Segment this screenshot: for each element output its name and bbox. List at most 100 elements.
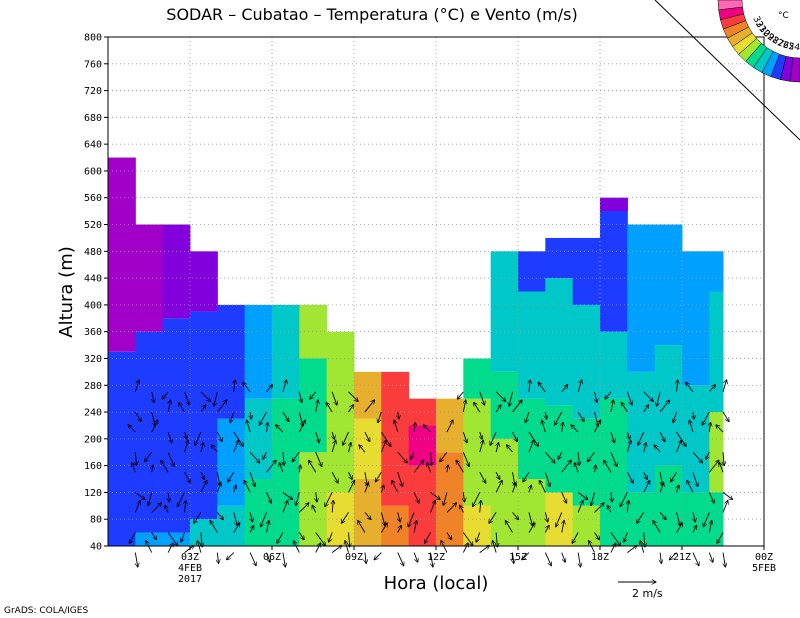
wind-arrow-57 [234,485,236,493]
temp-cell-15-0 [518,479,546,546]
wind-arrow-162 [431,452,432,465]
wind-arrow-123 [343,431,349,445]
y-tick-label-15: 640 [84,140,102,151]
wind-arrow-147 [397,451,408,463]
wind-arrow-205 [512,400,523,413]
wind-arrow-302 [692,451,703,463]
wind-arrow-87 [276,425,284,433]
wind-arrow-138 [375,471,382,482]
wind-arrow-262 [624,532,628,543]
wind-arrow-271 [644,532,645,547]
wind-arrow-310 [708,460,719,473]
y-tick-label-8: 360 [84,327,102,338]
wind-arrow-274 [643,472,648,479]
y-tick-label-0: 40 [90,542,102,553]
wind-arrow-291 [677,485,679,493]
wind-arrow-35 [184,391,190,405]
wind-arrow-256 [604,460,612,473]
wind-arrow-142 [397,552,404,566]
wind-arrow-21 [168,492,169,502]
wind-arrow-17 [152,391,154,403]
temp-cell-8-2 [326,331,355,426]
wind-arrow-320 [723,452,724,465]
wind-arrow-149 [398,411,399,419]
wind-arrow-221 [544,451,555,463]
wind-arrow-12 [148,492,153,505]
wind-arrow-89 [282,380,287,392]
wind-arrow-188 [479,391,485,405]
wind-arrow-190 [496,532,497,547]
x-tick-sub2-0: 2017 [178,574,202,585]
wind-arrow-269 [626,391,632,405]
wind-arrow-3 [135,491,145,499]
wind-arrow-181 [476,532,481,543]
wind-arrow-69 [247,420,251,433]
wind-arrow-237 [577,491,588,499]
wind-arrow-16 [151,411,156,426]
wind-arrow-75 [266,492,272,503]
wind-arrow-34 [179,402,185,413]
wind-arrow-251 [595,391,597,403]
wind-arrow-264 [620,492,628,506]
temp-cell-16-1 [545,405,574,493]
wind-arrow-52 [216,400,227,413]
wind-arrow-276 [638,431,645,445]
y-tick-label-1: 80 [90,515,102,526]
wind-arrow-318 [722,491,733,499]
temp-cell-14-2 [490,251,519,372]
wind-arrow-199 [505,521,513,533]
wind-arrow-257 [610,451,617,466]
wind-scale-label: 2 m/s [632,587,663,600]
wind-arrow-322 [722,411,729,422]
y-tick-label-7: 320 [84,354,102,365]
wind-arrow-60 [233,431,244,446]
wind-arrow-11 [151,503,162,513]
temp-cell-15-3 [518,251,546,292]
wind-arrow-185 [479,440,484,453]
x-tick-label-7: 00Z [755,552,773,563]
wind-arrow-261 [627,545,637,553]
wind-arrow-243 [589,541,595,553]
temp-cell-11-0 [408,465,437,546]
wind-arrow-206 [509,391,513,406]
wind-arrow-212 [528,440,534,453]
wind-arrow-0 [135,552,137,567]
wind-arrow-121 [348,472,353,479]
wind-arrow-167 [443,492,448,505]
temp-cell-19-1 [627,371,656,493]
temp-cell-14-1 [490,371,519,439]
wind-arrow-61 [230,411,235,423]
wind-arrow-317 [722,500,728,513]
wind-arrow-187 [474,402,481,413]
wind-arrow-91 [298,532,304,540]
wind-arrow-294 [676,431,687,446]
chart-title: SODAR – Cubatao – Temperatura (°C) e Ven… [166,5,577,24]
temp-cell-15-1 [518,398,546,480]
temp-cell-22-3 [709,251,724,292]
wind-arrow-244 [594,532,600,540]
temp-cell-16-3 [545,237,574,279]
wind-arrow-265 [626,472,633,483]
wind-arrow-296 [677,380,678,392]
wind-arrow-156 [414,422,415,433]
y-tick-label-4: 200 [84,434,102,445]
wind-arrow-133 [364,400,375,413]
wind-arrow-67 [249,472,255,486]
wind-arrow-168 [447,465,448,473]
wind-arrow-27 [184,545,195,553]
wind-arrow-169 [440,451,448,462]
wind-arrow-153 [413,492,419,503]
y-tick-label-14: 600 [84,166,102,177]
wind-arrow-254 [607,505,612,513]
temp-cell-21-1 [682,385,710,493]
wind-arrow-122 [349,443,351,453]
wind-arrow-154 [413,460,424,473]
wind-arrow-211 [523,471,530,482]
wind-arrow-155 [411,451,415,459]
wind-arrow-184 [479,472,486,483]
wind-arrow-171 [462,543,468,553]
wind-arrow-73 [267,521,269,533]
wind-arrow-165 [446,532,452,540]
wind-arrow-39 [200,480,207,493]
